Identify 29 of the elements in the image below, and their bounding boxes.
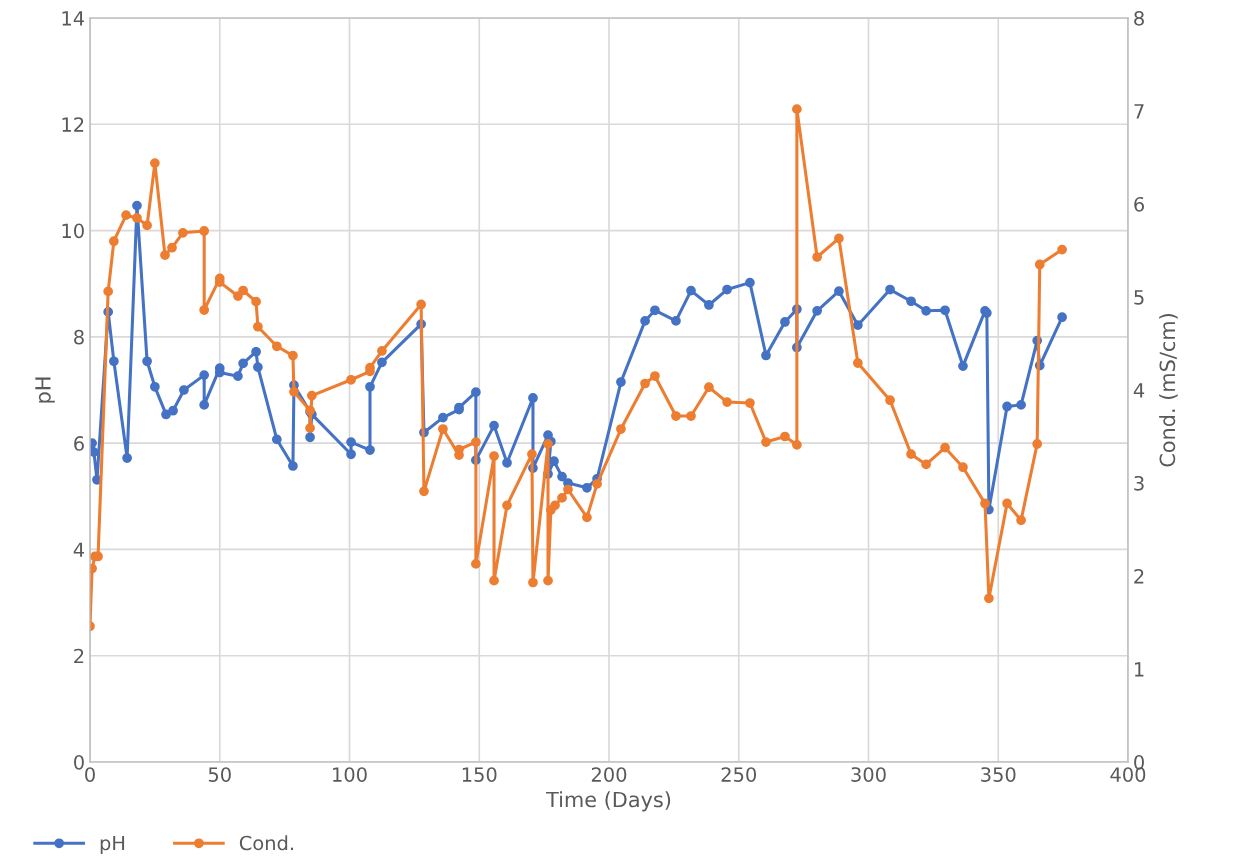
y-tick-label: 4 <box>73 542 85 557</box>
x-tick-label: 250 <box>721 767 757 782</box>
y-tick-label: 14 <box>62 11 85 26</box>
x-tick-label: 150 <box>462 767 497 782</box>
x-tick-label: 350 <box>981 767 1016 782</box>
x-tick-label: 300 <box>851 767 886 782</box>
y2-tick-label: 2 <box>1134 568 1144 584</box>
y-tick-label: 6 <box>74 436 84 451</box>
x-tick-label: 200 <box>591 767 627 782</box>
y2-tick-label: 4 <box>1133 383 1145 398</box>
y2-tick-label: 3 <box>1134 475 1144 491</box>
y-tick-label: 10 <box>62 223 84 239</box>
y2-tick-label: 7 <box>1134 104 1144 119</box>
x-tick-label: 100 <box>333 767 367 782</box>
y-tick-label: 0 <box>74 754 84 770</box>
y2-tick-label: 5 <box>1134 290 1144 305</box>
y2-tick-label: 1 <box>1135 662 1144 677</box>
y-tick-label: 12 <box>62 117 84 132</box>
y2-tick-label: 8 <box>1134 10 1144 26</box>
x-axis-title: Time (Days) <box>546 791 671 812</box>
y2-tick-label: 6 <box>1134 196 1145 212</box>
y-axis-title: pH <box>35 377 55 403</box>
y-tick-label: 8 <box>74 329 84 345</box>
y2-axis-title: Cond. (mS/cm) <box>1159 314 1178 467</box>
x-tick-label: 0 <box>85 767 95 782</box>
legend-label: pH <box>100 835 125 855</box>
x-tick-label: 50 <box>208 767 231 782</box>
y-tick-label: 2 <box>74 648 84 664</box>
legend-label: Cond. <box>239 835 293 851</box>
